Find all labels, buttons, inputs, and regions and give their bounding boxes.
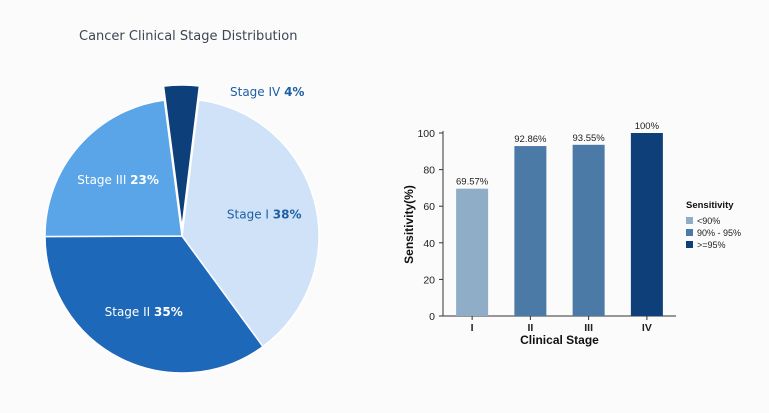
- pie-slice-stage-ii: [44, 235, 264, 374]
- pie-slice-stage-i: [181, 99, 320, 348]
- y-tick-label: 0: [429, 311, 435, 323]
- pie-slice-stage-iii: [44, 99, 183, 238]
- bar-data-label: 100%: [635, 121, 660, 132]
- y-axis-title: Sensitivity(%): [402, 185, 416, 264]
- x-tick-label: II: [527, 322, 533, 334]
- pie-label-name: Stage III: [77, 173, 130, 187]
- legend-title: Sensitivity: [686, 200, 734, 211]
- y-tick-label: 100: [417, 128, 435, 140]
- bar-chart: 0 20 40 60 80 100 69.57% I 92.86% II 93.55% III 100%…: [402, 121, 741, 347]
- legend-label: <90%: [697, 216, 720, 226]
- pie-label-value: 23%: [130, 173, 159, 187]
- y-tick-label: 60: [423, 201, 435, 213]
- bar-stage-i: [456, 188, 489, 316]
- pie-chart-title: Cancer Clinical Stage Distribution: [79, 29, 298, 44]
- pie-label-stage-ii: Stage II 35%: [105, 305, 183, 319]
- bar-stage-ii: [514, 146, 547, 316]
- legend-swatch: [686, 217, 693, 224]
- y-tick-label: 80: [423, 165, 435, 177]
- bar-data-label: 69.57%: [456, 177, 489, 188]
- pie-label-stage-i: Stage I 38%: [227, 208, 302, 222]
- legend-swatch: [686, 241, 693, 248]
- bar-data-label: 93.55%: [573, 133, 606, 144]
- y-tick-label: 20: [423, 274, 435, 286]
- pie-label-value: 38%: [273, 208, 302, 222]
- pie-label-name: Stage II: [105, 305, 154, 319]
- legend-swatch: [686, 229, 693, 236]
- pie-chart: Stage I 38%Stage II 35%Stage III 23%Stag…: [44, 84, 320, 374]
- pie-label-stage-iii: Stage III 23%: [77, 173, 159, 187]
- pie-label-name: Stage I: [227, 208, 273, 222]
- legend-label: >=95%: [697, 240, 726, 250]
- pie-slice-stage-iv: [162, 84, 201, 229]
- x-tick-label: I: [471, 322, 474, 334]
- bar-stage-iv: [630, 133, 663, 316]
- legend-label: 90% - 95%: [697, 228, 741, 238]
- x-tick-label: IV: [642, 322, 652, 334]
- y-tick-label: 40: [423, 238, 435, 250]
- pie-label-value: 4%: [284, 85, 304, 99]
- bar-data-label: 92.86%: [514, 134, 547, 145]
- x-axis-title: Clinical Stage: [520, 333, 599, 347]
- pie-label-stage-iv: Stage IV 4%: [230, 85, 304, 99]
- x-tick-label: III: [584, 322, 593, 334]
- bar-stage-iii: [572, 144, 605, 316]
- pie-label-value: 35%: [154, 305, 183, 319]
- pie-label-name: Stage IV: [230, 85, 284, 99]
